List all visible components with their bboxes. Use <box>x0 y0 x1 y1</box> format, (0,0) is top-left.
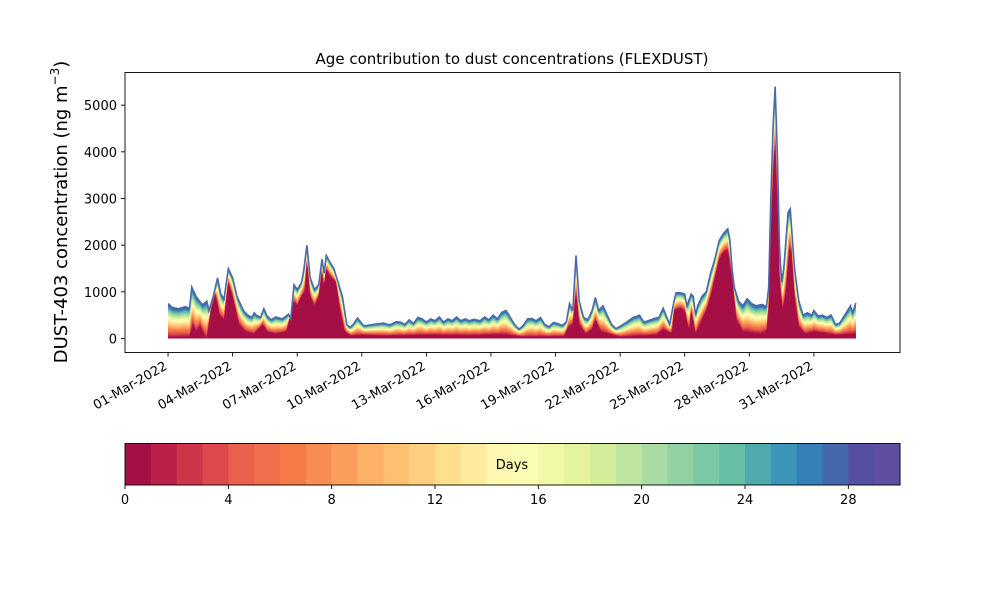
age-band-23 <box>168 98 856 339</box>
total-concentration-line <box>167 86 857 331</box>
colorbar-segment <box>357 443 384 485</box>
colorbar-segment <box>409 443 436 485</box>
colorbar-segment <box>280 443 307 485</box>
colorbar-segment <box>719 443 746 485</box>
colorbar-segment <box>176 443 203 485</box>
colorbar: 0 4 8 12 16 20 24 28 <box>121 443 901 508</box>
colorbar-tick-label: 24 <box>737 493 754 508</box>
colorbar-segment <box>745 443 772 485</box>
colorbar-segment <box>615 443 643 485</box>
y-tick-label: 5000 <box>84 99 117 114</box>
colorbar-segment <box>641 443 668 485</box>
colorbar-segment <box>590 443 617 485</box>
colorbar-tick-label: 8 <box>328 493 336 508</box>
colorbar-segment <box>202 443 229 485</box>
colorbar-tick-label: 28 <box>840 493 857 508</box>
colorbar-segment <box>125 443 152 485</box>
colorbar-segment <box>512 443 539 485</box>
colorbar-tick-label: 16 <box>530 493 547 508</box>
colorbar-segment <box>693 443 720 485</box>
age-band-27 <box>168 92 856 339</box>
age-band-29 <box>168 90 856 339</box>
age-band-22 <box>168 100 856 339</box>
y-tick-label: 1000 <box>84 286 117 301</box>
chart-title: Age contribution to dust concentrations … <box>316 50 709 68</box>
colorbar-segment <box>305 443 333 485</box>
colorbar-segment <box>874 443 901 485</box>
colorbar-segment <box>770 443 798 485</box>
age-band-25 <box>168 95 856 339</box>
colorbar-segment <box>848 443 875 485</box>
colorbar-segment <box>796 443 823 485</box>
colorbar-label: Days <box>496 458 529 473</box>
colorbar-tick-label: 0 <box>121 493 129 508</box>
age-band-26 <box>168 93 856 339</box>
x-axis: 01-Mar-202204-Mar-202207-Mar-202210-Mar-… <box>91 352 816 413</box>
plot-frame <box>124 72 901 353</box>
colorbar-segment <box>667 443 694 485</box>
colorbar-segment <box>150 443 178 485</box>
colorbar-segment <box>435 443 462 485</box>
colorbar-segment <box>538 443 565 485</box>
y-tick-label: 0 <box>109 333 117 348</box>
age-band-0 <box>168 145 856 339</box>
colorbar-tick-label: 20 <box>633 493 650 508</box>
age-band-21 <box>168 102 856 339</box>
y-tick-label: 2000 <box>84 239 117 254</box>
colorbar-tick-label: 4 <box>224 493 232 508</box>
y-axis-label: DUST-403 concentration (ng m−3) <box>48 61 72 364</box>
y-tick-label: 4000 <box>84 146 117 161</box>
colorbar-tick-label: 12 <box>427 493 444 508</box>
colorbar-segment <box>564 443 591 485</box>
age-band-24 <box>168 97 856 339</box>
colorbar-segment <box>822 443 849 485</box>
colorbar-segment <box>460 443 488 485</box>
y-axis: 0 1000 2000 3000 4000 5000 <box>84 99 125 348</box>
colorbar-segment <box>254 443 281 485</box>
age-stacked-areas <box>167 86 857 339</box>
x-tick-label: 31-Mar-2022 <box>737 359 816 413</box>
colorbar-segment <box>486 443 513 485</box>
colorbar-segment <box>383 443 410 485</box>
colorbar-segment <box>331 443 358 485</box>
y-tick-label: 3000 <box>84 193 117 208</box>
age-band-28 <box>168 91 856 339</box>
colorbar-frame <box>124 443 901 486</box>
colorbar-segment <box>228 443 255 485</box>
